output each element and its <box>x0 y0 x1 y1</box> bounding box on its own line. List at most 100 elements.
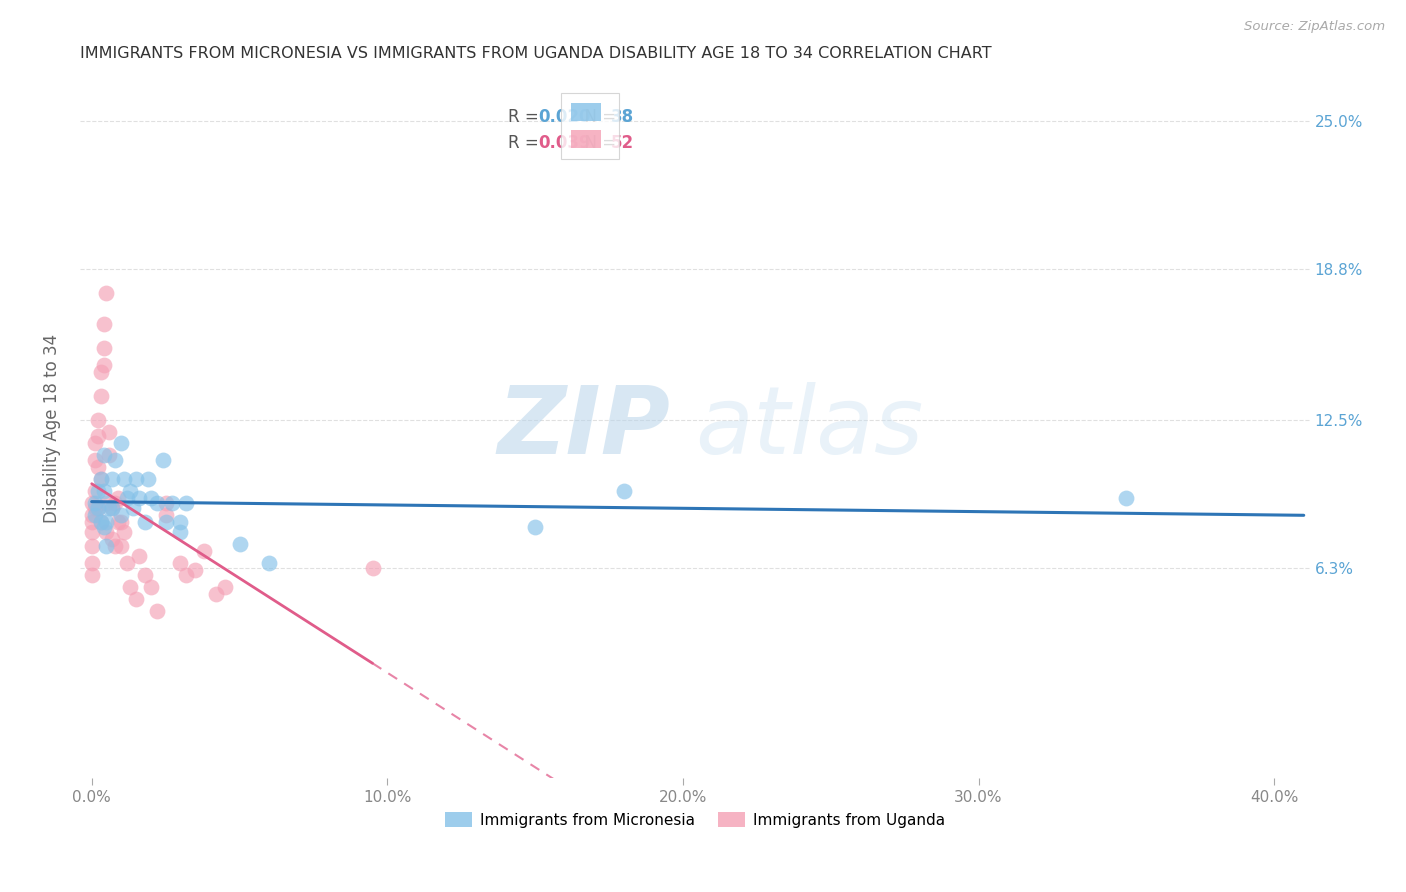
Point <box>86 429 108 443</box>
Point <box>90 472 112 486</box>
Point <box>257 556 280 570</box>
Point <box>104 453 127 467</box>
Point <box>90 516 112 530</box>
Point <box>80 524 103 539</box>
Point <box>152 453 174 467</box>
Point <box>115 556 138 570</box>
Point <box>110 539 132 553</box>
Point <box>107 516 129 530</box>
Point <box>83 508 105 523</box>
Point <box>90 472 112 486</box>
Point <box>96 516 118 530</box>
Point <box>83 484 105 499</box>
Point <box>125 591 148 606</box>
Text: 0.039: 0.039 <box>538 134 591 152</box>
Legend: Immigrants from Micronesia, Immigrants from Uganda: Immigrants from Micronesia, Immigrants f… <box>439 805 950 834</box>
Point <box>101 472 124 486</box>
Point <box>139 491 162 506</box>
Point <box>110 508 132 523</box>
Point <box>107 491 129 506</box>
Point <box>134 568 156 582</box>
Point <box>93 520 115 534</box>
Point <box>169 556 191 570</box>
Point <box>86 412 108 426</box>
Point <box>112 472 135 486</box>
Point <box>155 496 177 510</box>
Point <box>174 568 197 582</box>
Point <box>120 484 142 499</box>
Point <box>96 496 118 510</box>
Point <box>128 491 150 506</box>
Point <box>112 524 135 539</box>
Point <box>80 508 103 523</box>
Point <box>174 496 197 510</box>
Point <box>96 285 118 300</box>
Point <box>83 453 105 467</box>
Point <box>136 472 159 486</box>
Text: 52: 52 <box>612 134 634 152</box>
Text: 0.020: 0.020 <box>538 108 591 126</box>
Point <box>90 365 112 379</box>
Point <box>193 544 215 558</box>
Point <box>128 549 150 563</box>
Point <box>125 472 148 486</box>
Point <box>110 436 132 450</box>
Point <box>139 580 162 594</box>
Point <box>184 563 207 577</box>
Point <box>104 539 127 553</box>
Text: 38: 38 <box>612 108 634 126</box>
Point <box>86 484 108 499</box>
Text: IMMIGRANTS FROM MICRONESIA VS IMMIGRANTS FROM UGANDA DISABILITY AGE 18 TO 34 COR: IMMIGRANTS FROM MICRONESIA VS IMMIGRANTS… <box>80 46 991 62</box>
Point <box>93 358 115 372</box>
Point <box>205 587 228 601</box>
Point <box>80 568 103 582</box>
Point <box>90 516 112 530</box>
Point <box>169 516 191 530</box>
Point <box>83 501 105 516</box>
Point <box>96 524 118 539</box>
Point <box>86 501 108 516</box>
Text: R =: R = <box>508 134 544 152</box>
Point <box>110 516 132 530</box>
Text: N =: N = <box>574 108 621 126</box>
Point <box>155 508 177 523</box>
Text: Source: ZipAtlas.com: Source: ZipAtlas.com <box>1244 20 1385 33</box>
Point <box>93 484 115 499</box>
Point <box>361 561 384 575</box>
Point <box>145 496 167 510</box>
Point <box>613 484 636 499</box>
Point <box>86 501 108 516</box>
Point <box>120 580 142 594</box>
Point <box>115 491 138 506</box>
Point <box>96 539 118 553</box>
Point <box>214 580 236 594</box>
Point <box>93 449 115 463</box>
Point <box>1115 491 1137 506</box>
Point <box>169 524 191 539</box>
Point <box>80 516 103 530</box>
Text: N =: N = <box>574 134 621 152</box>
Point <box>93 341 115 355</box>
Point <box>83 496 105 510</box>
Text: ZIP: ZIP <box>498 382 671 474</box>
Point <box>93 317 115 331</box>
Point <box>101 501 124 516</box>
Point <box>228 537 250 551</box>
Point <box>98 449 121 463</box>
Point <box>98 425 121 439</box>
Point <box>101 501 124 516</box>
Point <box>155 516 177 530</box>
Point <box>83 436 105 450</box>
Point <box>80 556 103 570</box>
Point <box>101 532 124 546</box>
Point <box>160 496 183 510</box>
Text: R =: R = <box>508 108 544 126</box>
Point <box>524 520 547 534</box>
Point <box>122 501 145 516</box>
Point <box>134 516 156 530</box>
Point <box>104 496 127 510</box>
Point <box>80 496 103 510</box>
Point <box>80 539 103 553</box>
Point <box>98 501 121 516</box>
Point <box>86 460 108 475</box>
